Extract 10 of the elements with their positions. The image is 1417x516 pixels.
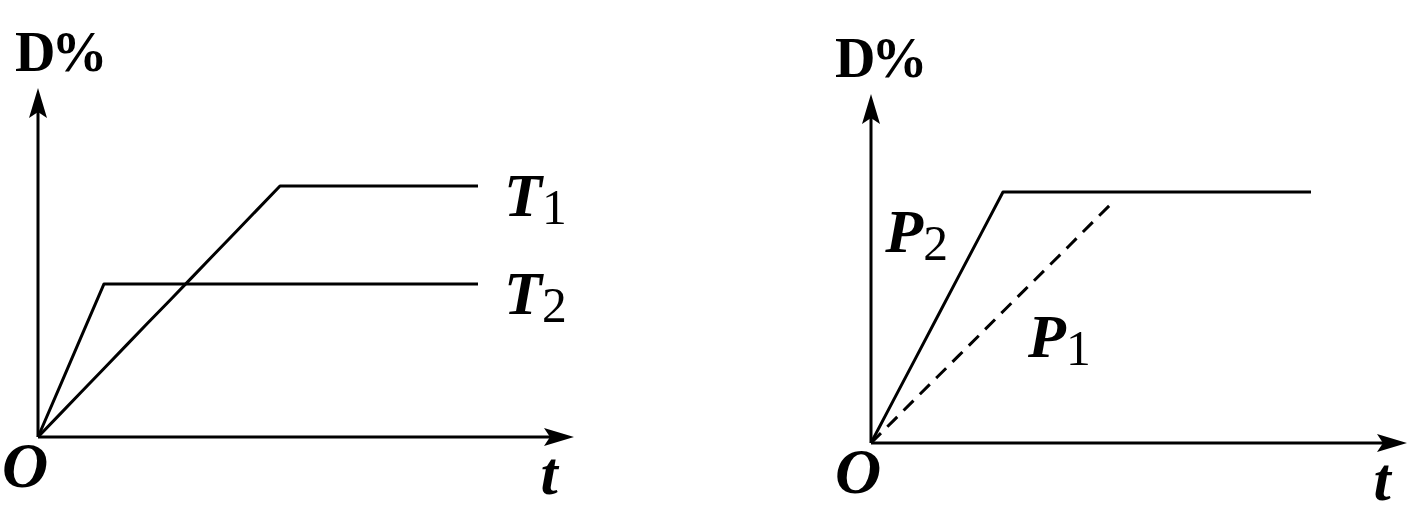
series-label: P$_{1}$ [1027, 302, 1091, 377]
series-label: T$_{2}$ [504, 258, 567, 333]
series-label: T$_{1}$ [504, 161, 567, 235]
legend-label: P$_{2}$ [884, 197, 948, 271]
y-axis-title: D% [15, 21, 104, 83]
y-axis-title: D% [835, 27, 924, 89]
annotation: O [1, 430, 49, 501]
x-axis-title: t [540, 439, 560, 507]
annotation: O [834, 436, 882, 507]
x-axis-title: t [1373, 445, 1393, 513]
